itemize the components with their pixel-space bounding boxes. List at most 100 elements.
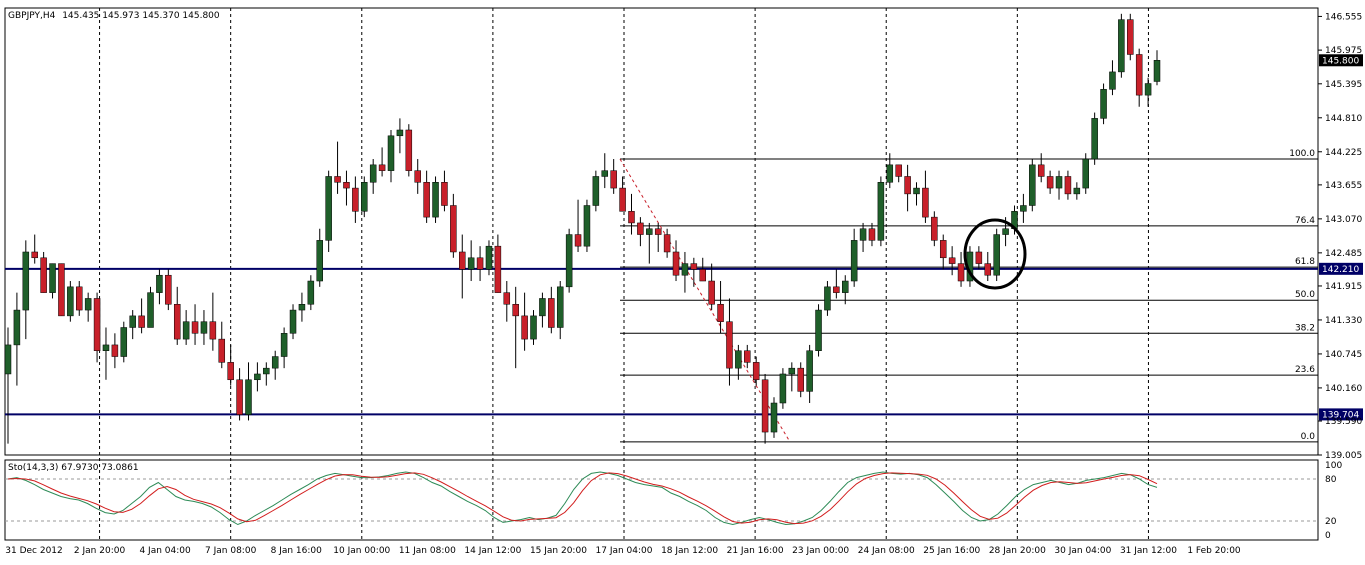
stochastic-label: Sto(14,3,3) 67.9730 73.0861 xyxy=(8,463,139,473)
fib-level-label: 100.0 xyxy=(1289,149,1315,159)
x-tick-label: 15 Jan 20:00 xyxy=(530,546,587,556)
candle-body xyxy=(503,292,511,305)
candle-body xyxy=(236,379,243,415)
candle-body xyxy=(833,286,840,293)
candle-body xyxy=(744,350,751,363)
indicator-frame xyxy=(4,459,1319,541)
candle-body xyxy=(352,187,359,212)
candle-body xyxy=(467,257,475,270)
x-tick-label: 18 Jan 12:00 xyxy=(661,546,718,556)
price-tag xyxy=(1319,262,1363,275)
candle-body xyxy=(868,228,876,241)
current-price-tag xyxy=(1319,54,1363,67)
candle-body xyxy=(423,182,430,218)
candle-body xyxy=(663,234,671,253)
candle-body xyxy=(4,344,12,375)
fib-level-label: 50.0 xyxy=(1295,290,1315,300)
sto-axis-label: 80 xyxy=(1325,475,1337,485)
x-tick-label: 14 Jan 12:00 xyxy=(464,546,521,556)
y-tick-label: 145.975 xyxy=(1325,46,1362,56)
candle-body xyxy=(815,309,822,351)
candle-body xyxy=(601,170,609,177)
candle-body xyxy=(939,240,947,259)
symbol-label: GBPJPY,H4 145.435 145.973 145.370 145.80… xyxy=(8,11,220,21)
candle-body xyxy=(1029,164,1036,206)
candle-body xyxy=(1064,176,1072,195)
y-tick-label: 144.810 xyxy=(1325,114,1362,124)
candle-body xyxy=(1144,83,1152,96)
y-tick-label: 143.655 xyxy=(1325,181,1362,191)
candle-body xyxy=(788,367,796,375)
candle-body xyxy=(450,205,457,253)
candle-body xyxy=(1091,118,1098,160)
x-tick-label: 11 Jan 08:00 xyxy=(399,546,456,556)
candle-body xyxy=(13,309,21,346)
candle-body xyxy=(40,257,47,293)
candle-body xyxy=(271,356,279,369)
candle-body xyxy=(957,263,965,282)
candle-body xyxy=(922,187,929,218)
candle-body xyxy=(735,350,742,369)
current-price-label: 145.800 xyxy=(1322,56,1359,66)
candle-body xyxy=(1073,187,1081,195)
sto-axis-label: 0 xyxy=(1325,531,1331,541)
candle-body xyxy=(761,379,769,433)
candle-body xyxy=(637,222,644,235)
candle-body xyxy=(610,170,617,189)
y-tick-label: 140.160 xyxy=(1325,384,1362,394)
candle-body xyxy=(378,164,386,171)
candle-body xyxy=(111,344,119,357)
stochastic-oscillator xyxy=(5,471,1318,526)
candle-body xyxy=(583,205,591,247)
candle-body xyxy=(672,251,680,276)
candle-body xyxy=(1046,176,1054,189)
candle-body xyxy=(1055,176,1063,189)
candle-body xyxy=(441,182,448,206)
candle-body xyxy=(548,298,555,328)
candle-body xyxy=(708,280,715,305)
x-tick-label: 17 Jan 04:00 xyxy=(596,546,653,556)
x-tick-label: 25 Jan 16:00 xyxy=(923,546,980,556)
candle-body xyxy=(209,321,217,340)
fib-level-label: 0.0 xyxy=(1301,432,1316,442)
candle-body xyxy=(931,216,938,241)
sto-main-line xyxy=(7,471,1158,526)
candle-body xyxy=(289,309,297,334)
y-tick-label: 142.485 xyxy=(1325,249,1362,259)
x-tick-label: 31 Jan 12:00 xyxy=(1120,546,1177,556)
candle-body xyxy=(387,135,395,171)
x-tick-label: 10 Jan 00:00 xyxy=(333,546,390,556)
sto-axis-label: 20 xyxy=(1325,517,1337,527)
x-tick-label: 7 Jan 08:00 xyxy=(205,546,257,556)
price-tag-label: 142.210 xyxy=(1322,265,1359,275)
candle-body xyxy=(369,164,377,183)
y-tick-label: 140.745 xyxy=(1325,350,1362,360)
candle-body xyxy=(218,338,226,363)
candle-body xyxy=(512,304,519,317)
fib-level-label: 61.8 xyxy=(1295,257,1315,267)
candle-body xyxy=(396,129,404,137)
candle-body xyxy=(494,245,502,293)
x-tick-label: 1 Feb 20:00 xyxy=(1187,546,1241,556)
candle-body xyxy=(1153,60,1161,82)
fib-level-label: 76.4 xyxy=(1295,216,1315,226)
candle-body xyxy=(993,234,1000,276)
axes: 31 Dec 2012 2 Jan 20:00 4 Jan 04:00 7 Jan 0… xyxy=(5,12,1362,556)
candle-body xyxy=(877,182,885,241)
candle-body xyxy=(84,298,92,311)
candle-body xyxy=(699,269,706,282)
x-tick-label: 21 Jan 16:00 xyxy=(727,546,784,556)
x-tick-label: 31 Dec 2012 xyxy=(5,546,63,556)
candle-body xyxy=(824,286,831,311)
candle-body xyxy=(476,257,484,270)
highlight-circle xyxy=(963,218,1027,290)
y-tick-label: 146.555 xyxy=(1325,12,1362,22)
x-tick-label: 4 Jan 04:00 xyxy=(139,546,191,556)
candle-body xyxy=(102,344,110,351)
candle-body xyxy=(717,304,724,322)
candle-body xyxy=(280,333,288,357)
candle-body xyxy=(343,182,350,189)
candle-body xyxy=(628,211,635,224)
